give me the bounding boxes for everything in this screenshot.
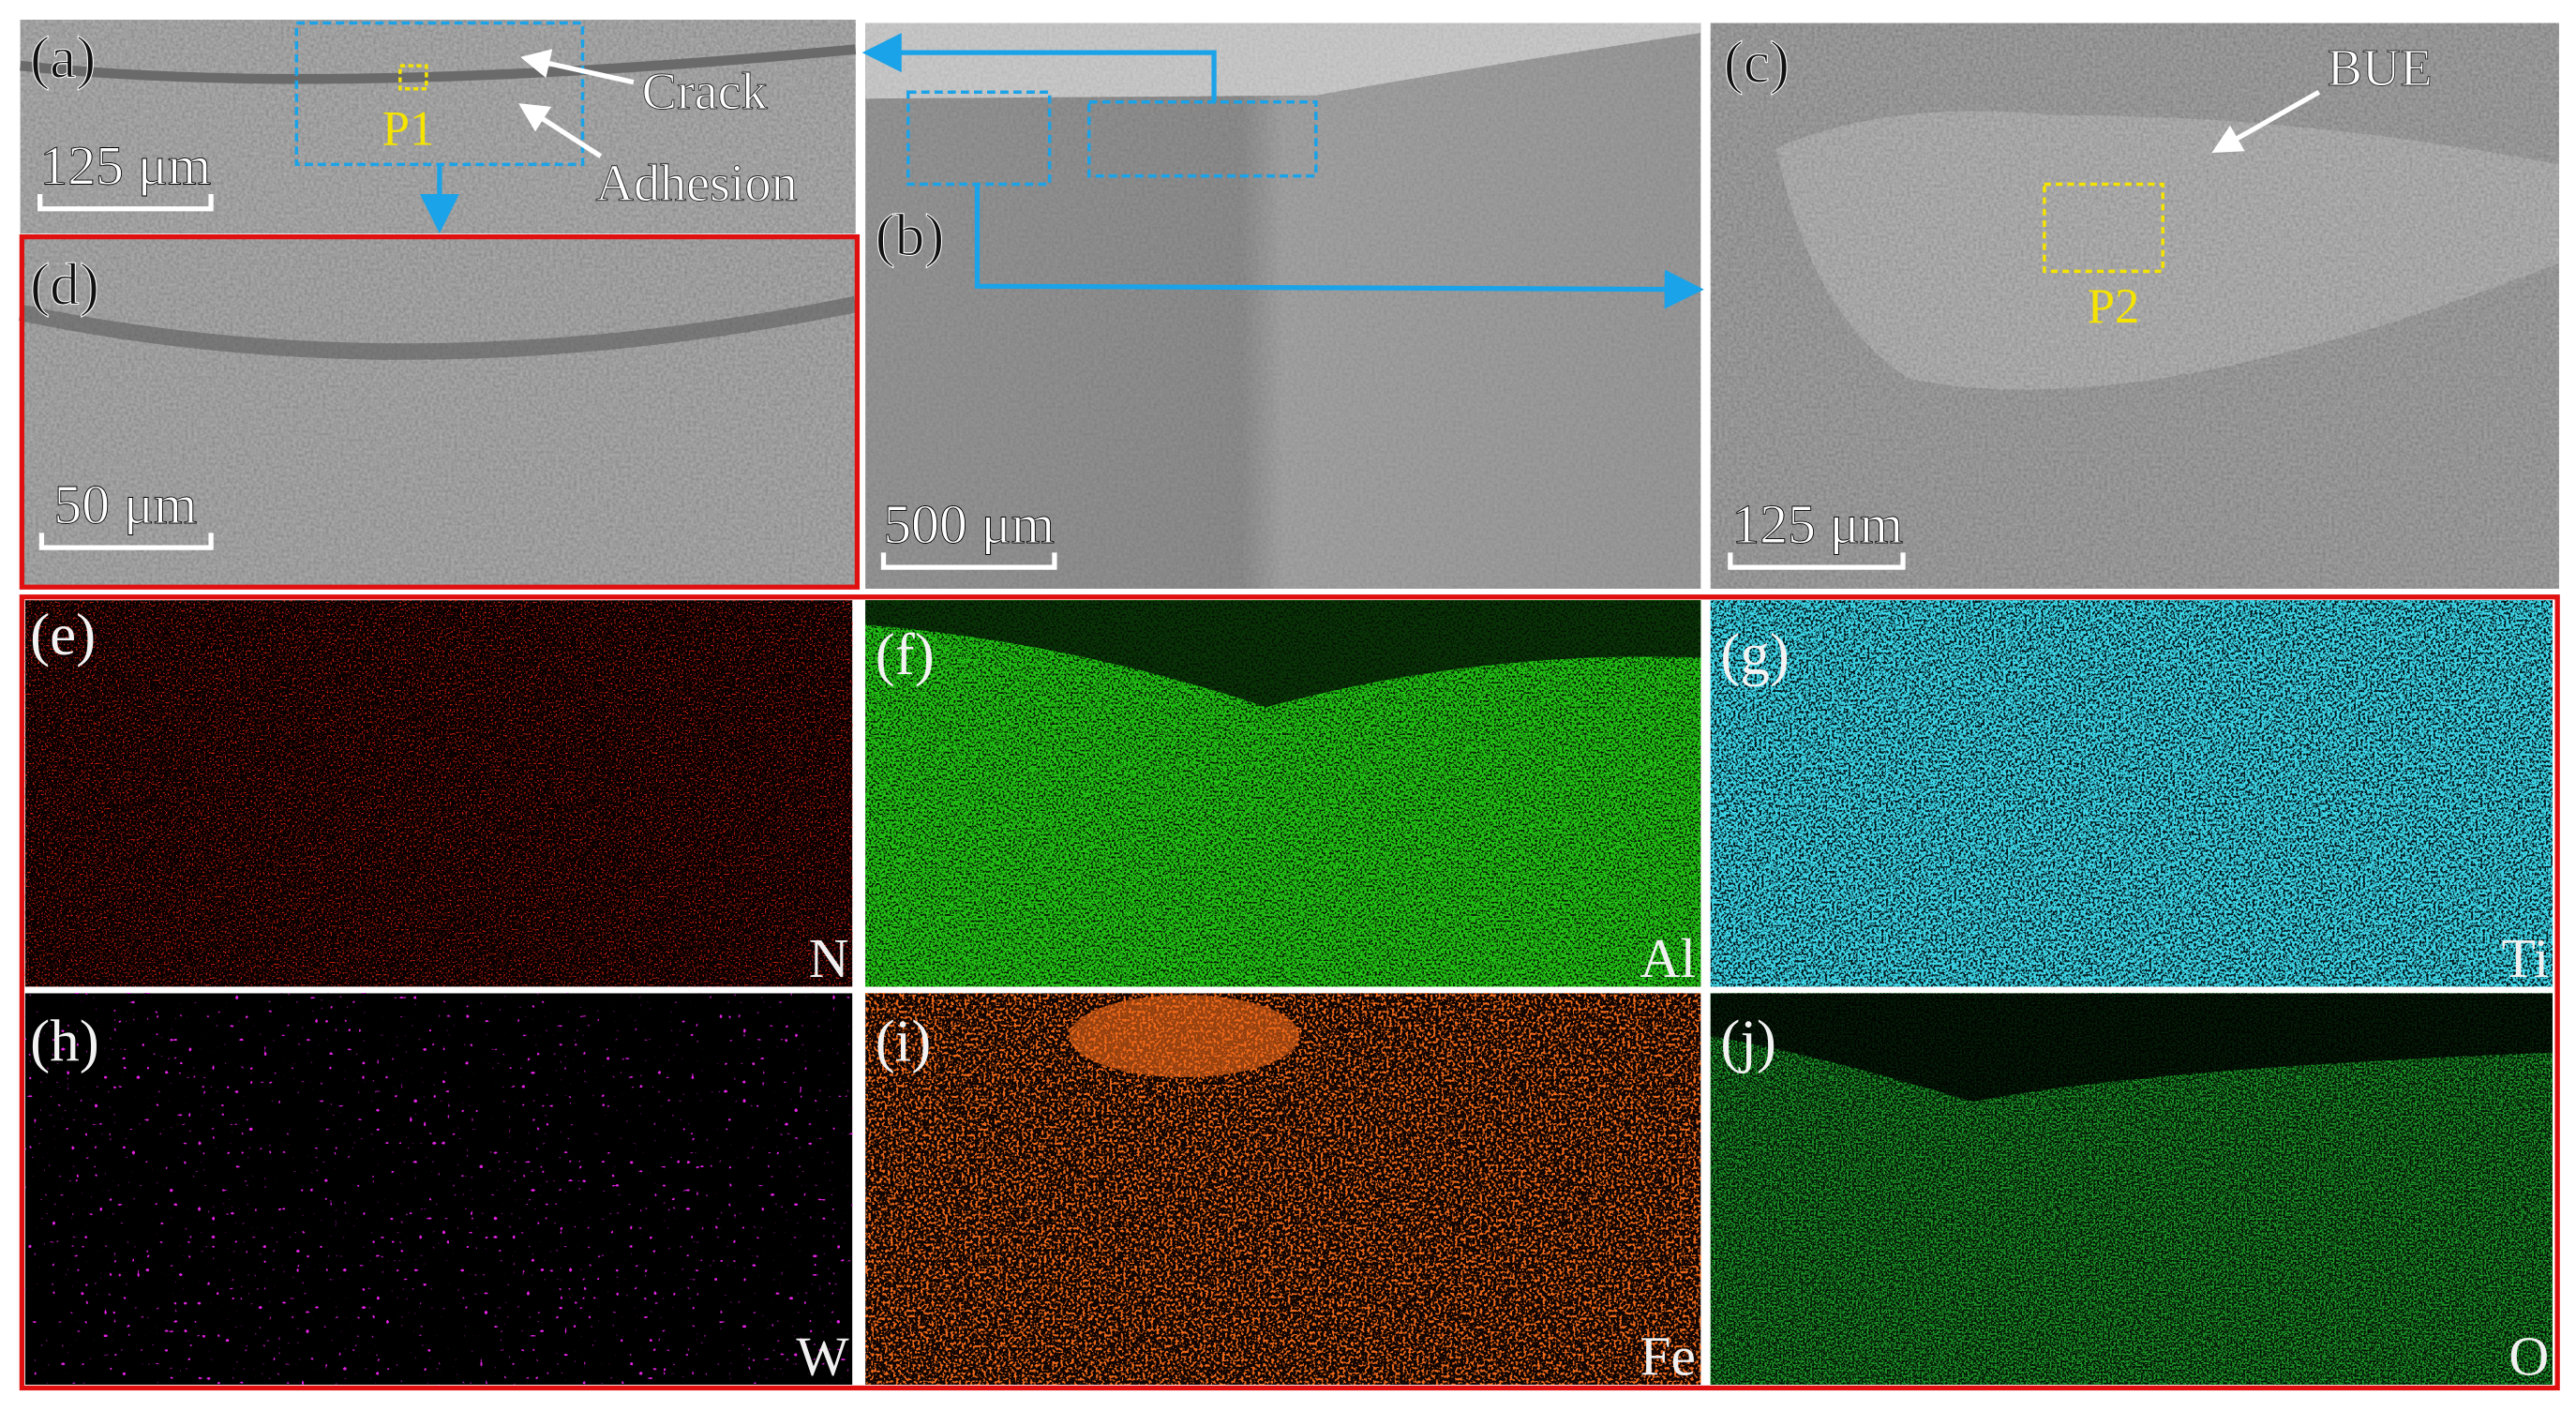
- annotation: Crack: [642, 63, 769, 121]
- map-h: [24, 993, 853, 1385]
- panel-a: [20, 20, 857, 234]
- map-i: [865, 993, 1701, 1385]
- scale-bar-label: 125 μm: [40, 134, 212, 196]
- panel-label: (a): [30, 24, 96, 90]
- panel-d: [18, 233, 861, 590]
- element-label: N: [809, 927, 849, 989]
- maps-frame: [19, 594, 2560, 1391]
- element-label: Fe: [1640, 1325, 1696, 1387]
- panel-label: (i): [876, 1008, 932, 1073]
- panel-b: [865, 23, 1701, 589]
- panel-label: (f): [876, 622, 935, 687]
- annotation: P2: [2088, 279, 2140, 334]
- scale-bar-label: 500 μm: [883, 493, 1055, 555]
- scale-bar-label: 125 μm: [1731, 493, 1903, 555]
- annotation-shapes: [294, 21, 2321, 309]
- element-label: O: [2509, 1325, 2549, 1387]
- scale-bar-label: 50 μm: [53, 473, 197, 535]
- scale-bars: [37, 193, 1906, 570]
- panel-label: (b): [876, 203, 945, 268]
- element-label: Ti: [2501, 927, 2549, 989]
- annotation: BUE: [2328, 39, 2433, 98]
- panel-label: (d): [30, 252, 99, 318]
- panel-label: (c): [1724, 30, 1790, 96]
- panel-label: (e): [30, 602, 96, 668]
- panel-label: (j): [1720, 1008, 1776, 1073]
- panel-c: [1710, 23, 2559, 589]
- map-g: [1710, 600, 2553, 987]
- map-e: [24, 600, 853, 987]
- panel-label: (g): [1720, 622, 1790, 687]
- element-label: Al: [1640, 927, 1696, 989]
- map-j: [1710, 993, 2553, 1385]
- element-label: W: [796, 1325, 849, 1387]
- annotation: Adhesion: [596, 155, 798, 213]
- annotation: P1: [382, 101, 435, 156]
- panel-label: (h): [30, 1008, 99, 1073]
- map-f: [865, 600, 1701, 987]
